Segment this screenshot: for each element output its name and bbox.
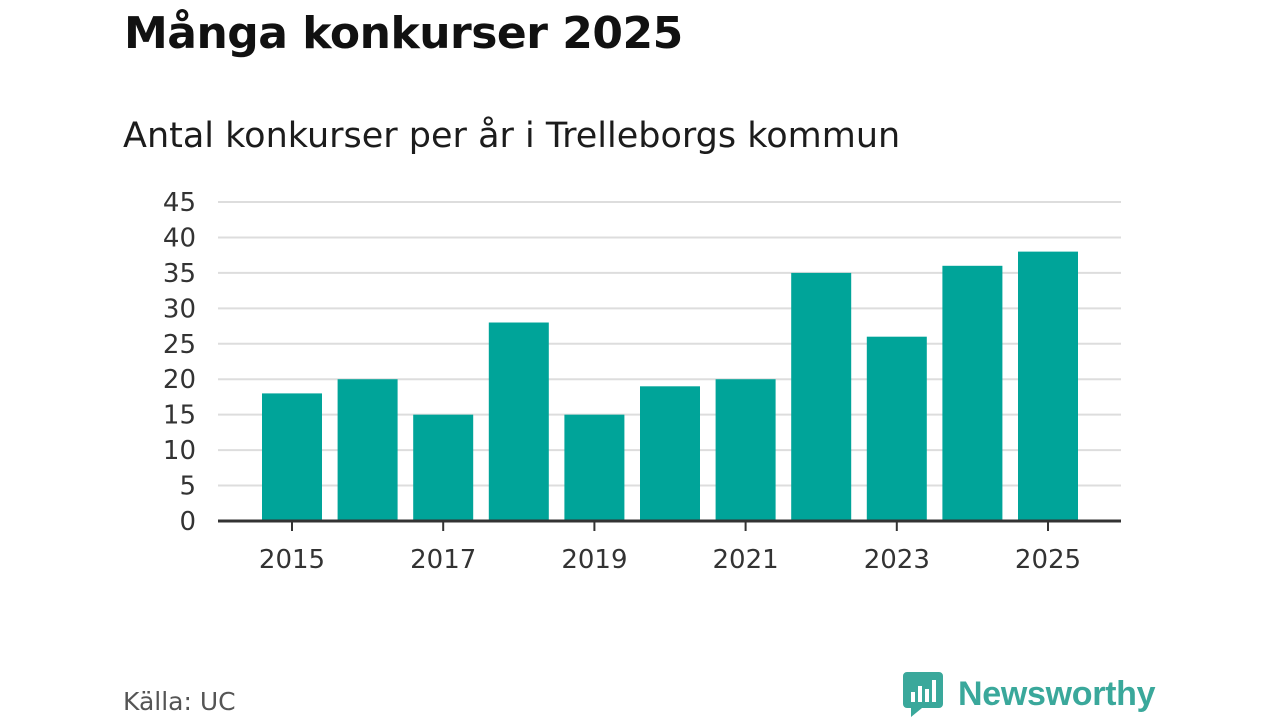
newsworthy-logo: Newsworthy xyxy=(902,670,1156,718)
y-tick-label: 0 xyxy=(179,507,196,537)
bar-chart-speech-bubble-icon xyxy=(903,672,943,717)
bar-2020 xyxy=(640,386,700,521)
bar-2019 xyxy=(564,414,625,521)
y-tick-label: 5 xyxy=(179,472,196,502)
bar-2015 xyxy=(262,393,322,521)
y-axis-ticks: 0 5 10 15 20 25 30 35 40 45 xyxy=(163,188,196,537)
y-tick-label: 15 xyxy=(163,401,196,431)
chart-title: Många konkurser 2025 xyxy=(124,8,683,59)
y-tick-label: 10 xyxy=(163,436,196,466)
bar-2017 xyxy=(413,414,474,521)
bar-2025 xyxy=(1018,251,1078,521)
y-tick-label: 40 xyxy=(163,223,196,253)
bar-2024 xyxy=(942,265,1003,521)
x-tick-label: 2025 xyxy=(1015,545,1081,575)
brand-name: Newsworthy xyxy=(958,674,1156,713)
y-tick-label: 35 xyxy=(163,259,196,289)
x-tick-label: 2021 xyxy=(713,545,779,575)
bars xyxy=(262,251,1078,521)
bar-2018 xyxy=(488,322,549,521)
bar-2022 xyxy=(791,272,852,521)
x-tick-label: 2015 xyxy=(259,545,325,575)
y-tick-label: 45 xyxy=(163,188,196,218)
bar-2023 xyxy=(866,336,927,521)
y-tick-label: 20 xyxy=(163,365,196,395)
x-tick-label: 2017 xyxy=(410,545,476,575)
bar-2016 xyxy=(337,379,398,521)
x-tick-label: 2019 xyxy=(561,545,627,575)
chart-subtitle: Antal konkurser per år i Trelleborgs kom… xyxy=(123,116,901,156)
y-tick-label: 25 xyxy=(163,330,196,360)
bar-2021 xyxy=(715,379,776,521)
y-tick-label: 30 xyxy=(163,294,196,324)
x-axis-ticks: 2015 2017 2019 2021 2023 2025 xyxy=(259,521,1081,575)
source-label: Källa: UC xyxy=(123,687,236,716)
x-tick-label: 2023 xyxy=(864,545,930,575)
